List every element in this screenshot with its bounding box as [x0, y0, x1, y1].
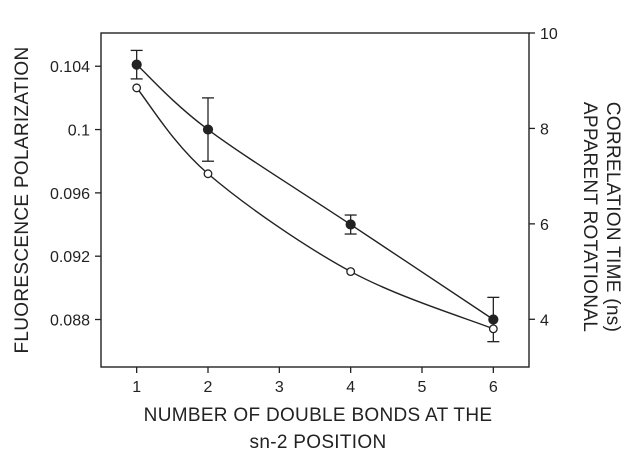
y-right-tick-label: 6 — [540, 217, 549, 234]
series-1-point — [131, 59, 142, 70]
x-tick-label: 6 — [489, 379, 498, 396]
y-left-tick-label: 0.1 — [68, 123, 90, 140]
points-layer — [131, 59, 499, 334]
series-1-point — [488, 314, 499, 325]
y-left-tick-label: 0.096 — [50, 186, 90, 203]
x-tick-label: 3 — [275, 379, 284, 396]
x-tick-label: 5 — [418, 379, 427, 396]
y-left-tick-label: 0.092 — [50, 249, 90, 266]
x-tick-label: 2 — [204, 379, 213, 396]
x-tick-label: 1 — [132, 379, 141, 396]
y-left-axis-title: FLUORESCENCE POLARIZATION — [12, 47, 33, 354]
y-right-tick-label: 4 — [540, 312, 549, 329]
series-2-point — [346, 267, 356, 277]
y-right-tick-label: 8 — [540, 121, 549, 138]
series-1-curve — [136, 64, 494, 321]
series-2-point — [488, 324, 498, 334]
plot-frame — [100, 32, 530, 368]
ticks-layer: 1 2 3 4 5 6 0.088 0.092 0.096 0.1 0.104 4 6 8 10 — [50, 26, 558, 396]
x-axis-title-line-2: sn-2 POSITION — [250, 432, 387, 453]
series-2-curve — [136, 87, 494, 330]
series-2-point — [132, 83, 142, 93]
x-axis-title-line-1: NUMBER OF DOUBLE BONDS AT THE — [144, 405, 493, 426]
x-tick-label: 4 — [346, 379, 355, 396]
errorbar-layer — [130, 49, 500, 343]
y-right-axis-title-line-2: CORRELATION TIME (ns) — [602, 102, 623, 332]
curves-layer — [136, 64, 494, 330]
series-1-point — [202, 124, 214, 135]
y-right-axis-title-line-1: APPARENT ROTATIONAL — [579, 102, 600, 332]
series-2-point — [203, 169, 213, 179]
y-right-tick-label: 10 — [540, 26, 558, 43]
y-left-tick-label: 0.088 — [50, 313, 90, 330]
series-1-point — [345, 219, 356, 230]
y-left-tick-label: 0.104 — [50, 59, 90, 76]
